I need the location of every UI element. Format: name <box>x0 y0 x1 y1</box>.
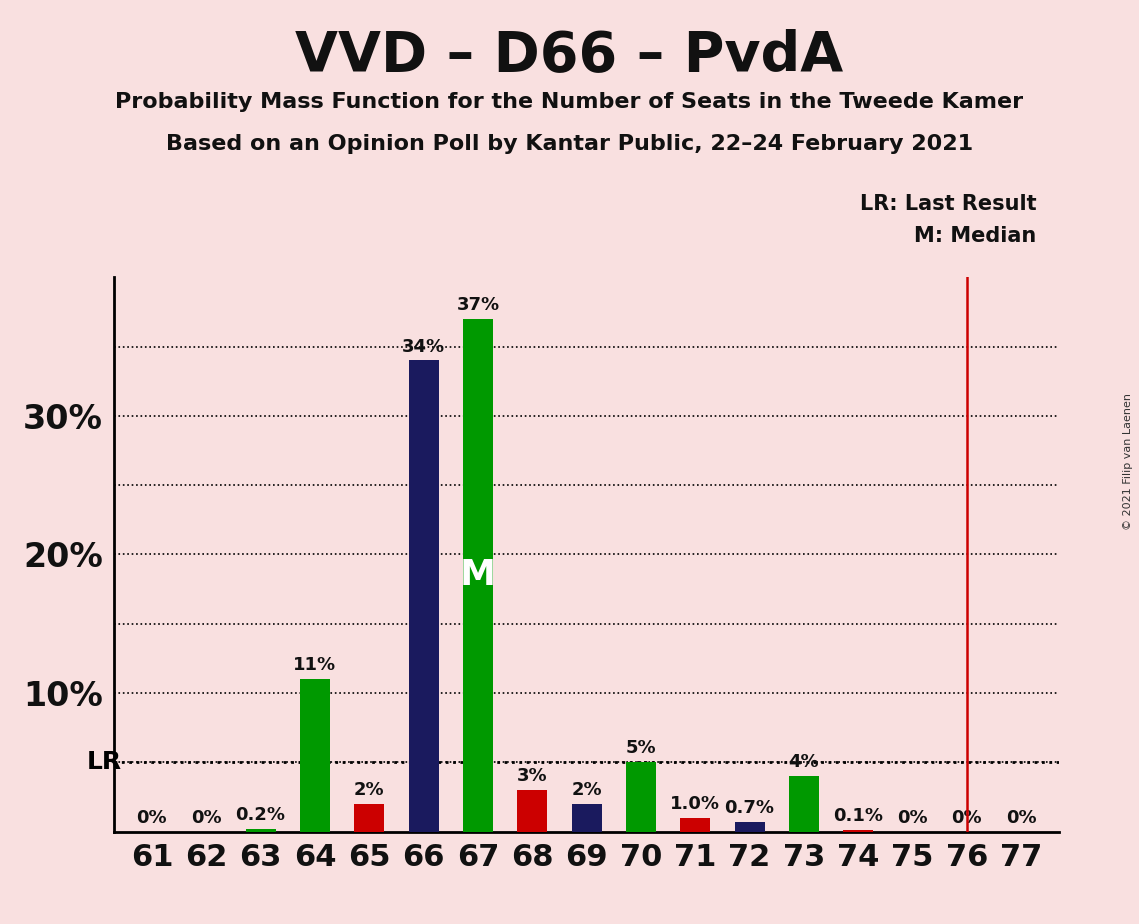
Text: M: Median: M: Median <box>915 226 1036 247</box>
Text: 37%: 37% <box>457 296 500 314</box>
Text: 0%: 0% <box>1006 808 1036 827</box>
Text: 0.1%: 0.1% <box>834 808 883 825</box>
Bar <box>354 804 384 832</box>
Text: LR: LR <box>87 750 122 774</box>
Text: 0%: 0% <box>191 808 222 827</box>
Bar <box>735 822 764 832</box>
Bar <box>680 818 711 832</box>
Text: LR: Last Result: LR: Last Result <box>860 194 1036 214</box>
Text: Based on an Opinion Poll by Kantar Public, 22–24 February 2021: Based on an Opinion Poll by Kantar Publi… <box>166 134 973 154</box>
Text: 1.0%: 1.0% <box>670 795 720 813</box>
Text: M: M <box>460 558 495 592</box>
Text: 0%: 0% <box>951 808 982 827</box>
Bar <box>462 319 493 832</box>
Text: 5%: 5% <box>625 739 656 758</box>
Bar <box>517 790 547 832</box>
Text: Probability Mass Function for the Number of Seats in the Tweede Kamer: Probability Mass Function for the Number… <box>115 92 1024 113</box>
Text: 0%: 0% <box>137 808 167 827</box>
Text: 4%: 4% <box>788 753 819 772</box>
Bar <box>572 804 601 832</box>
Text: © 2021 Filip van Laenen: © 2021 Filip van Laenen <box>1123 394 1133 530</box>
Text: 0.7%: 0.7% <box>724 799 775 817</box>
Bar <box>843 830 874 832</box>
Text: 34%: 34% <box>402 337 445 356</box>
Text: 2%: 2% <box>572 781 601 799</box>
Text: 2%: 2% <box>354 781 385 799</box>
Bar <box>246 829 276 832</box>
Text: 0%: 0% <box>898 808 928 827</box>
Text: 11%: 11% <box>294 656 336 675</box>
Bar <box>409 360 439 832</box>
Text: 0.2%: 0.2% <box>236 806 286 824</box>
Bar <box>789 776 819 832</box>
Bar <box>626 762 656 832</box>
Text: VVD – D66 – PvdA: VVD – D66 – PvdA <box>295 28 844 81</box>
Bar <box>300 679 330 832</box>
Text: 3%: 3% <box>517 767 548 785</box>
